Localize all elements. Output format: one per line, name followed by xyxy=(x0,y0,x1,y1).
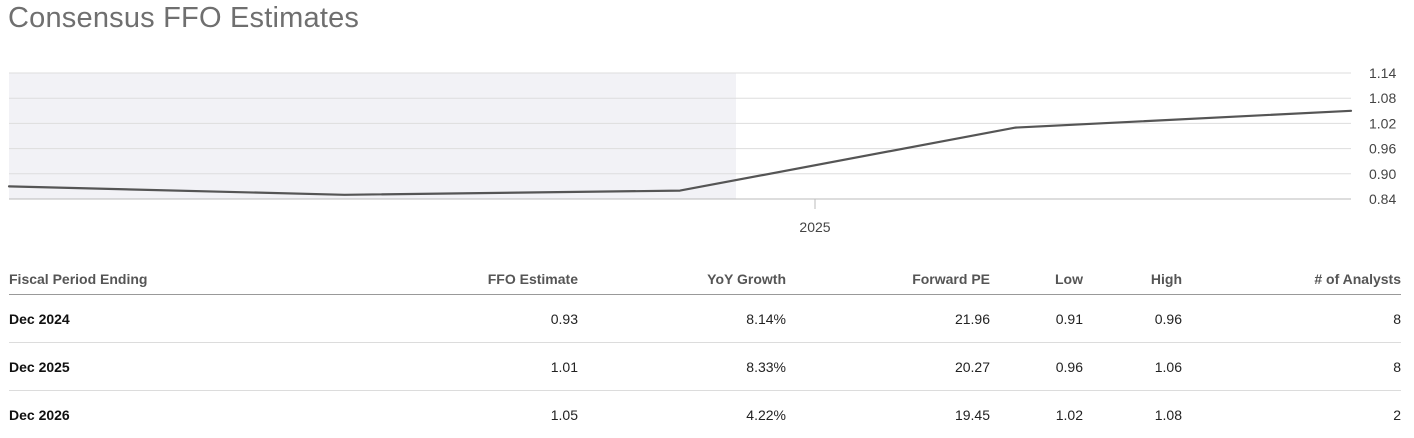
col-analysts: # of Analysts xyxy=(1182,264,1401,295)
table-row: Dec 2026 1.05 4.22% 19.45 1.02 1.08 2 xyxy=(9,391,1401,438)
cell-period: Dec 2024 xyxy=(9,295,309,343)
cell-ffo: 0.93 xyxy=(309,295,578,343)
y-tick-label: 0.96 xyxy=(1369,141,1396,157)
history-shade xyxy=(9,73,736,199)
cell-low: 0.96 xyxy=(990,343,1083,391)
y-tick-label: 0.84 xyxy=(1369,191,1396,207)
y-tick-label: 1.08 xyxy=(1369,90,1396,106)
table-row: Dec 2024 0.93 8.14% 21.96 0.91 0.96 8 xyxy=(9,295,1401,343)
cell-ffo: 1.01 xyxy=(309,343,578,391)
y-tick-label: 1.02 xyxy=(1369,115,1396,131)
estimates-table: Fiscal Period Ending FFO Estimate YoY Gr… xyxy=(9,264,1401,438)
table-row: Dec 2025 1.01 8.33% 20.27 0.96 1.06 8 xyxy=(9,343,1401,391)
y-tick-label: 0.90 xyxy=(1369,166,1396,182)
cell-low: 0.91 xyxy=(990,295,1083,343)
col-forward-pe: Forward PE xyxy=(786,264,990,295)
cell-analysts: 8 xyxy=(1182,343,1401,391)
cell-high: 1.08 xyxy=(1083,391,1182,438)
ffo-line-chart: 1.14 1.08 1.02 0.96 0.90 0.84 2025 xyxy=(0,0,1414,245)
cell-pe: 21.96 xyxy=(786,295,990,343)
x-tick-label: 2025 xyxy=(799,219,830,235)
table-header-row: Fiscal Period Ending FFO Estimate YoY Gr… xyxy=(9,264,1401,295)
cell-yoy: 8.33% xyxy=(578,343,786,391)
cell-high: 1.06 xyxy=(1083,343,1182,391)
col-ffo-estimate: FFO Estimate xyxy=(309,264,578,295)
col-fiscal-period: Fiscal Period Ending xyxy=(9,264,309,295)
cell-yoy: 8.14% xyxy=(578,295,786,343)
cell-pe: 20.27 xyxy=(786,343,990,391)
col-yoy-growth: YoY Growth xyxy=(578,264,786,295)
y-tick-label: 1.14 xyxy=(1369,65,1396,81)
cell-analysts: 8 xyxy=(1182,295,1401,343)
cell-period: Dec 2025 xyxy=(9,343,309,391)
cell-pe: 19.45 xyxy=(786,391,990,438)
col-low: Low xyxy=(990,264,1083,295)
cell-high: 0.96 xyxy=(1083,295,1182,343)
cell-analysts: 2 xyxy=(1182,391,1401,438)
cell-yoy: 4.22% xyxy=(578,391,786,438)
cell-ffo: 1.05 xyxy=(309,391,578,438)
cell-low: 1.02 xyxy=(990,391,1083,438)
cell-period: Dec 2026 xyxy=(9,391,309,438)
col-high: High xyxy=(1083,264,1182,295)
